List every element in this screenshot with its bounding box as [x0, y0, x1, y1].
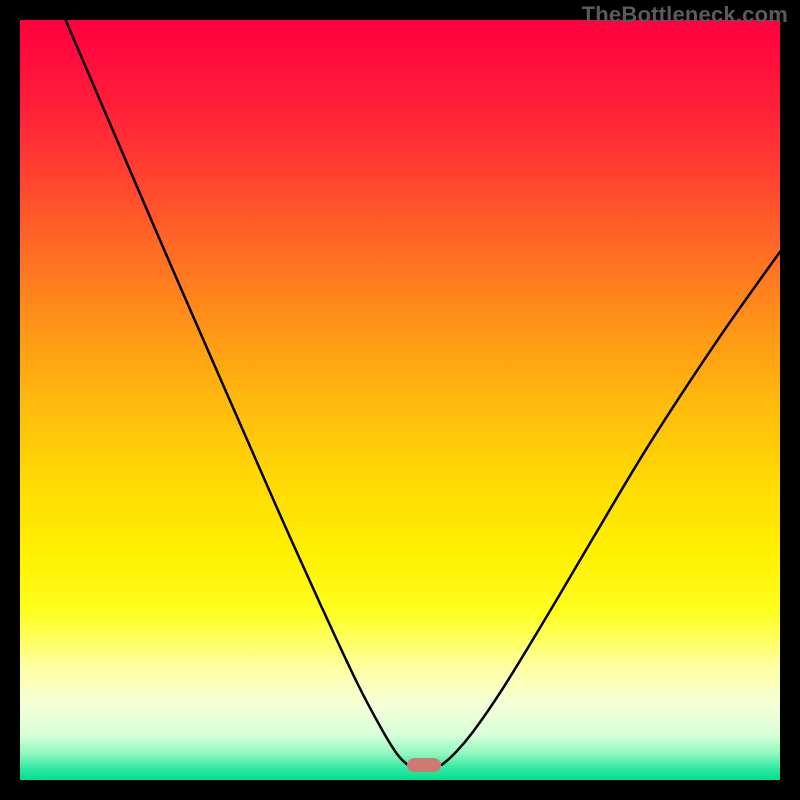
watermark-text: TheBottleneck.com — [582, 2, 788, 28]
gradient-background — [20, 20, 780, 780]
bottleneck-chart — [20, 20, 780, 780]
plot-area — [20, 20, 780, 780]
minimum-marker — [407, 758, 441, 772]
chart-frame: TheBottleneck.com — [0, 0, 800, 800]
